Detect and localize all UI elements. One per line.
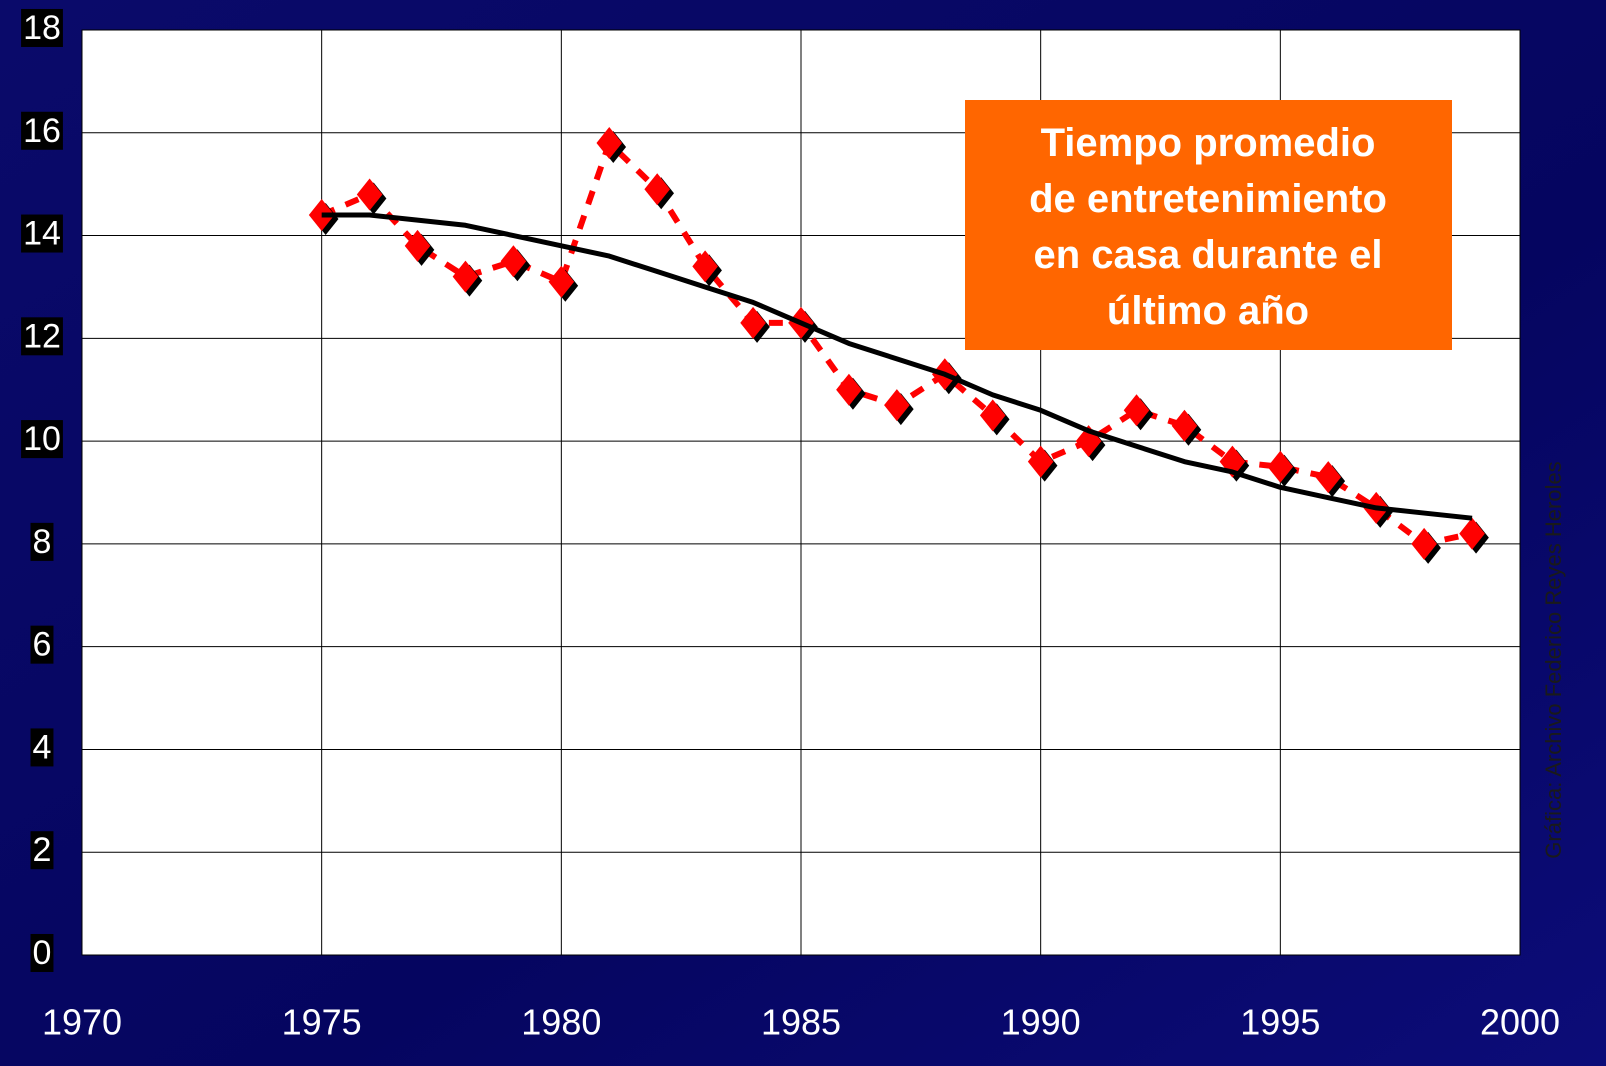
annotation-line: en casa durante el xyxy=(1033,233,1382,277)
y-tick-label-bg xyxy=(30,933,54,972)
marker xyxy=(500,245,527,278)
marker xyxy=(1267,450,1294,483)
y-tick-label: 6 xyxy=(33,626,52,664)
marker xyxy=(1171,409,1198,442)
y-tick-label: 18 xyxy=(23,9,61,47)
source: Gráfica: Archivo Federico Reyes Heroles xyxy=(1541,461,1566,858)
marker xyxy=(644,173,670,206)
annotation-line: último año xyxy=(1107,289,1309,333)
x-tick-label: 1975 xyxy=(282,1002,362,1043)
x-tick-label: 1970 xyxy=(42,1002,122,1043)
marker xyxy=(1459,517,1485,550)
marker xyxy=(548,265,575,298)
marker xyxy=(356,178,383,211)
y-tick-label: 0 xyxy=(33,934,52,972)
marker xyxy=(740,306,766,339)
y-tick-label-bg xyxy=(21,8,63,47)
x-tick-label: 2000 xyxy=(1480,1002,1560,1043)
x-tick-label: 1990 xyxy=(1001,1002,1081,1043)
annotation-line: de entretenimiento xyxy=(1029,177,1387,221)
marker xyxy=(596,127,623,160)
marker xyxy=(692,250,718,283)
marker xyxy=(1315,461,1342,494)
y-tick-label-bg xyxy=(30,522,54,561)
annotation: Tiempo promedio de entretenimiento en casa… xyxy=(1029,121,1387,333)
y-tick-label: 10 xyxy=(23,420,61,458)
marker xyxy=(884,389,910,422)
marker xyxy=(836,373,862,406)
annotation-box xyxy=(965,100,1452,350)
x-tick-label: 1980 xyxy=(521,1002,601,1043)
trend-line xyxy=(321,212,1473,521)
y-tick-label-bg xyxy=(21,111,63,150)
marker xyxy=(404,229,431,262)
y-tick-label-bg xyxy=(21,214,63,253)
annotation-line: Tiempo promedio xyxy=(1041,121,1376,165)
y-tick-label-bg xyxy=(30,831,54,870)
marker xyxy=(1411,527,1437,560)
y-tick-label-bg xyxy=(30,625,54,664)
y-tick-label: 8 xyxy=(33,523,52,561)
y-tick-label: 16 xyxy=(23,112,61,150)
y-tick-label: 2 xyxy=(33,831,52,869)
x-tick-label: 1985 xyxy=(761,1002,841,1043)
marker xyxy=(979,399,1006,432)
marker xyxy=(1027,445,1054,478)
y-tick-label-bg xyxy=(21,420,63,459)
plot-border xyxy=(81,29,1521,956)
x-tick-label: 1995 xyxy=(1240,1002,1320,1043)
y-tick-label: 14 xyxy=(23,215,61,253)
marker xyxy=(452,260,479,293)
y-tick-label: 12 xyxy=(23,317,61,355)
y-tick-label: 4 xyxy=(33,728,52,766)
marker xyxy=(1123,394,1150,427)
y-tick-label-bg xyxy=(30,728,54,767)
y-tick-label-bg xyxy=(21,317,63,356)
